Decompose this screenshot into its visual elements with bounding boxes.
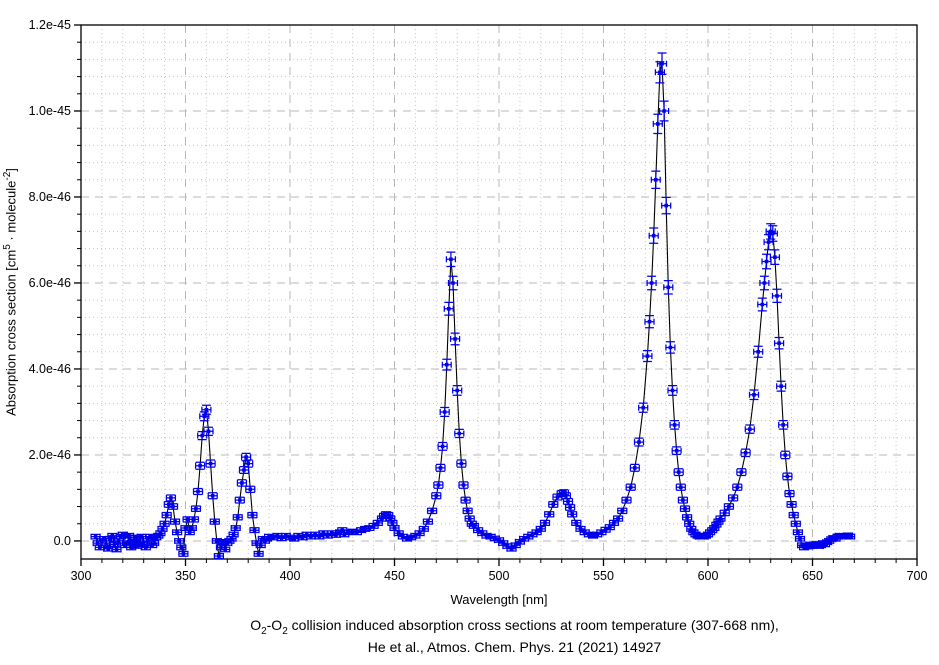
svg-text:500: 500 xyxy=(489,569,510,583)
svg-text:450: 450 xyxy=(384,569,405,583)
x-axis-label: Wavelength [nm] xyxy=(450,592,548,607)
svg-text:700: 700 xyxy=(907,569,928,583)
caption-subscript: 2 xyxy=(282,625,288,637)
svg-text:2.0e-46: 2.0e-46 xyxy=(29,448,71,462)
y-axis-label-text: · molecule xyxy=(3,180,19,245)
svg-text:550: 550 xyxy=(593,569,614,583)
svg-text:4.0e-46: 4.0e-46 xyxy=(29,362,71,376)
svg-text:8.0e-46: 8.0e-46 xyxy=(29,190,71,204)
caption-line-2: He et al., Atmos. Chem. Phys. 21 (2021) … xyxy=(367,639,662,655)
y-axis-label-text: ] xyxy=(3,168,19,172)
svg-text:0.0: 0.0 xyxy=(54,534,71,548)
y-axis-label-sup-exponent: 5 xyxy=(2,244,14,250)
y-axis-label-sup-exponent: -2 xyxy=(2,171,14,181)
y-axis-label-text: Absorption cross section [cm xyxy=(3,249,19,416)
svg-text:1.0e-45: 1.0e-45 xyxy=(29,104,71,118)
caption-text: collision induced absorption cross secti… xyxy=(287,617,779,633)
absorption-spectrum-plot: 300 350 400 450 500 550 600 650 700 0.0 2.0e-46 4.0… xyxy=(29,18,928,583)
caption-subscript: 2 xyxy=(261,625,267,637)
svg-text:600: 600 xyxy=(698,569,719,583)
svg-text:1.2e-45: 1.2e-45 xyxy=(29,18,71,32)
caption-text: O xyxy=(250,617,262,633)
caption-line-1: O2-O2 collision induced absorption cross… xyxy=(90,617,939,636)
y-axis-label: Absorption cross section [cm5 · molecule… xyxy=(2,168,19,416)
svg-text:650: 650 xyxy=(802,569,823,583)
svg-text:6.0e-46: 6.0e-46 xyxy=(29,276,71,290)
svg-text:350: 350 xyxy=(175,569,196,583)
svg-text:400: 400 xyxy=(280,569,301,583)
svg-text:300: 300 xyxy=(71,569,92,583)
caption-text: -O xyxy=(266,617,283,633)
